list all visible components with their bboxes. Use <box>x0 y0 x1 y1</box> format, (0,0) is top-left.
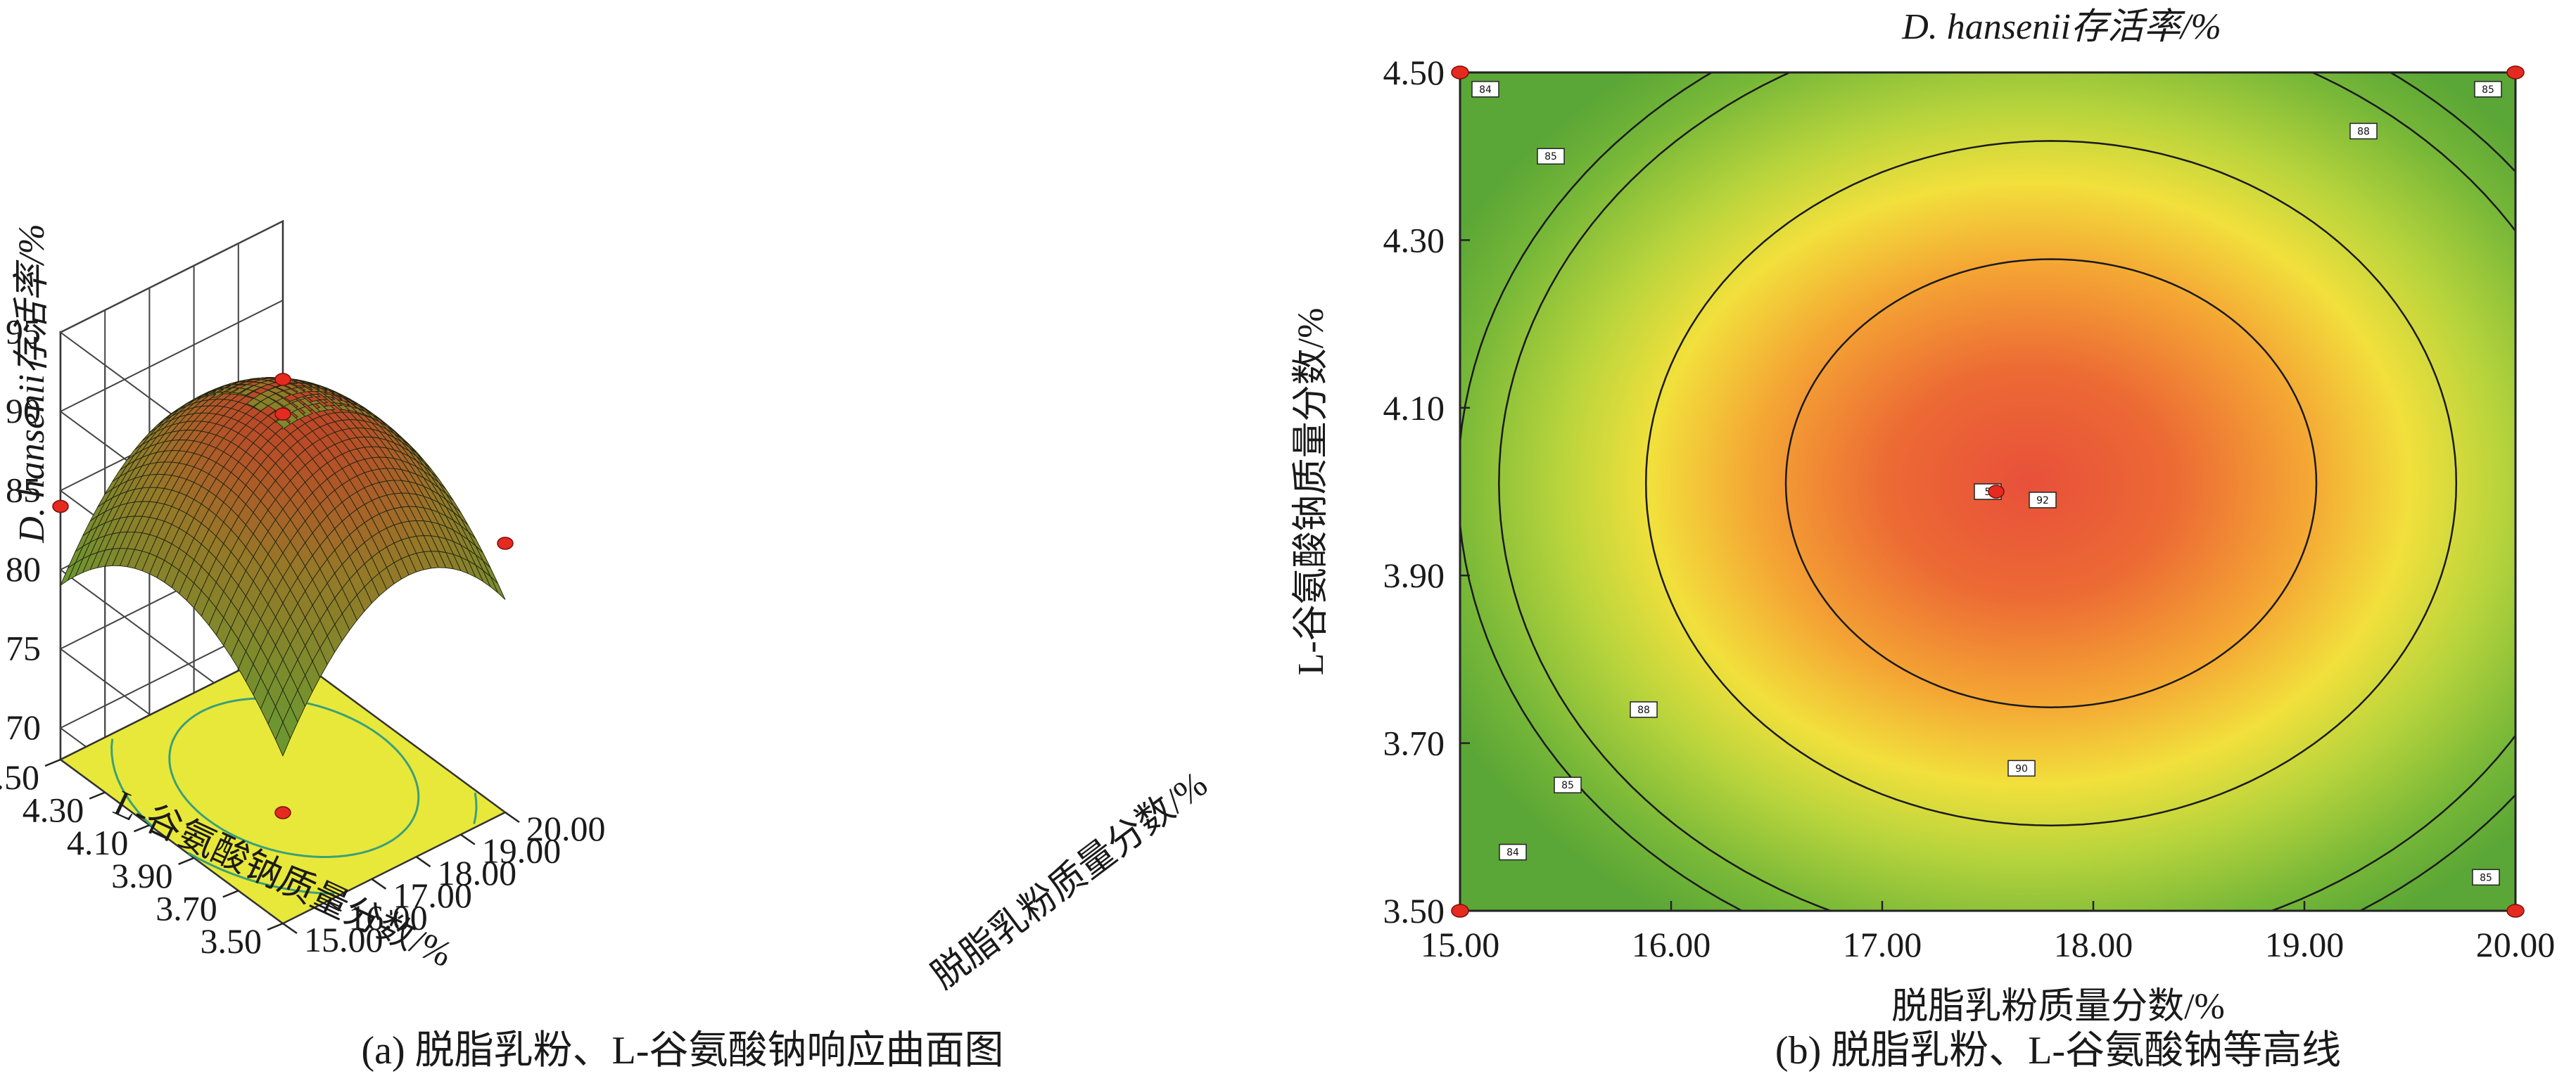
surface-y-tick-label: 3.70 <box>156 888 217 928</box>
contour-level-label-box <box>2474 81 2502 98</box>
surface-x-tick <box>415 856 431 868</box>
contour-level-label: 85 <box>2480 872 2492 883</box>
contour-y-tick-label: 3.70 <box>1383 724 1445 763</box>
surface-x-tick-label: 19.00 <box>482 831 561 871</box>
contour-corner-point <box>2506 904 2525 918</box>
surface-z-tick-label: 90 <box>6 391 41 430</box>
response-surface-panel: 70 75 80 85 90 95 3.503.703.904.104.304.50 15.0… <box>0 219 1215 1073</box>
surface-y-tick <box>178 857 195 865</box>
contour-design-points <box>1451 65 2525 918</box>
surface-y-tick-label: 3.50 <box>201 921 262 961</box>
contour-level-label-box <box>2007 760 2036 777</box>
surface-z-tick-label: 85 <box>6 471 41 510</box>
contour-level-label-box <box>1471 81 1499 98</box>
surface-y-tick-label: 4.10 <box>67 823 129 862</box>
contour-y-tick-label: 3.90 <box>1383 556 1445 595</box>
contour-y-tick-label: 4.50 <box>1383 53 1445 92</box>
surface-z-tick-label: 75 <box>6 629 41 668</box>
contour-line-85 <box>1498 72 2515 911</box>
contour-level-label: 88 <box>1637 705 1650 716</box>
surface-design-points <box>52 373 514 819</box>
surface-y-tick-label: 4.50 <box>0 757 39 797</box>
contour-x-tick-label: 17.00 <box>1843 925 1922 964</box>
contour-level-labels: 84 85 88 85 92 5 88 90 85 84 85 <box>1471 81 2502 886</box>
contour-level-label-box <box>2472 869 2500 886</box>
surface-y-tick <box>89 791 106 800</box>
surface-design-point <box>497 537 514 550</box>
surface-design-point <box>274 407 291 421</box>
surface-y-tick-label: 4.30 <box>23 791 84 830</box>
contour-center-point <box>1988 485 2005 499</box>
contour-x-tick-label: 15.00 <box>1421 925 1500 964</box>
contour-lines <box>1460 72 2515 911</box>
contour-level-label: 84 <box>1479 84 1492 96</box>
contour-x-tick-label: 16.00 <box>1632 925 1711 964</box>
surface-tick-labels: 70 75 80 85 90 95 3.503.703.904.104.304.50 15.0… <box>0 312 606 961</box>
contour-corner-point <box>1451 65 1469 79</box>
contour-x-tick-label: 20.00 <box>2476 925 2556 964</box>
surface-x-tick-label: 17.00 <box>393 876 472 915</box>
surface-caption: (a) 脱脂乳粉、L-谷氨酸钠响应曲面图 <box>361 1029 1003 1073</box>
contour-level-label-box <box>2029 492 2057 508</box>
surface-y-tick <box>44 758 61 767</box>
surface-z-tick-label: 70 <box>6 708 41 747</box>
contour-level-label: 5 <box>1985 487 1991 498</box>
contour-level-label-box <box>1630 701 1658 718</box>
surface-x-tick <box>505 811 520 824</box>
contour-level-label: 85 <box>2482 84 2494 96</box>
contour-x-tick-label: 18.00 <box>2054 925 2133 964</box>
contour-frame <box>1459 71 2517 912</box>
contour-level-label: 85 <box>1561 780 1574 791</box>
surface-mesh <box>59 377 506 757</box>
surface-x-tick-label: 18.00 <box>438 853 517 893</box>
contour-level-label: 85 <box>1544 151 1557 162</box>
surface-design-point <box>52 499 69 513</box>
contour-x-tick-label: 19.00 <box>2265 925 2345 964</box>
contour-y-tick-label: 3.50 <box>1383 891 1445 930</box>
surface-x-tick-label: 20.00 <box>526 809 606 848</box>
surface-y-tick <box>267 922 284 931</box>
surface-x-tick <box>460 833 476 845</box>
surface-y-tick <box>222 890 239 898</box>
surface-x-tick-label: 16.00 <box>348 897 428 937</box>
contour-level-label: 90 <box>2015 763 2028 774</box>
contour-y-tick-label: 4.30 <box>1383 220 1445 260</box>
contour-level-label-box <box>1537 148 1565 165</box>
surface-y-tick-label: 3.90 <box>111 856 173 895</box>
contour-level-label-box <box>1554 776 1582 793</box>
contour-x-axis-label: 脱脂乳粉质量分数/% <box>1891 987 2225 1027</box>
surface-x-tick <box>282 922 298 935</box>
contour-level-label: 88 <box>2357 126 2370 137</box>
contour-level-label-box <box>1499 843 1527 861</box>
surface-x-tick <box>326 900 342 912</box>
surface-x-axis-label: 脱脂乳粉质量分数/% <box>925 765 1215 997</box>
contour-caption: (b) 脱脂乳粉、L-谷氨酸钠等高线 <box>1775 1029 2341 1073</box>
contour-y-axis-label: L-谷氨酸钠质量分数/% <box>1291 308 1331 676</box>
surface-x-tick-label: 15.00 <box>304 920 383 959</box>
contour-y-tick-label: 4.10 <box>1383 388 1445 428</box>
surface-x-tick <box>371 878 387 890</box>
surface-z-tick-label: 80 <box>6 549 41 589</box>
contour-panel: D. hansenii存活率/% 15.00 16.00 17.00 18.00 19.… <box>1291 7 2556 1073</box>
contour-title: D. hansenii存活率/% <box>1901 7 2221 47</box>
contour-line-88 <box>1644 140 2458 826</box>
contour-level-label-box <box>2349 122 2378 140</box>
surface-design-point <box>274 373 291 386</box>
contour-line-90 <box>1784 258 2318 708</box>
contour-corner-point <box>2506 65 2525 79</box>
surface-z-axis-label: D. hansenii存活率/% <box>12 224 52 544</box>
contour-level-label: 84 <box>1506 847 1519 859</box>
surface-facet <box>59 562 77 587</box>
surface-z-tick-label: 95 <box>6 312 41 352</box>
surface-design-point <box>274 806 291 819</box>
surface-y-tick <box>133 824 150 833</box>
contour-level-label: 92 <box>2036 495 2049 506</box>
contour-tick-labels: 15.00 16.00 17.00 18.00 19.00 20.00 3.50 3.70 3.… <box>1383 53 2556 964</box>
contour-corner-point <box>1451 904 1469 918</box>
